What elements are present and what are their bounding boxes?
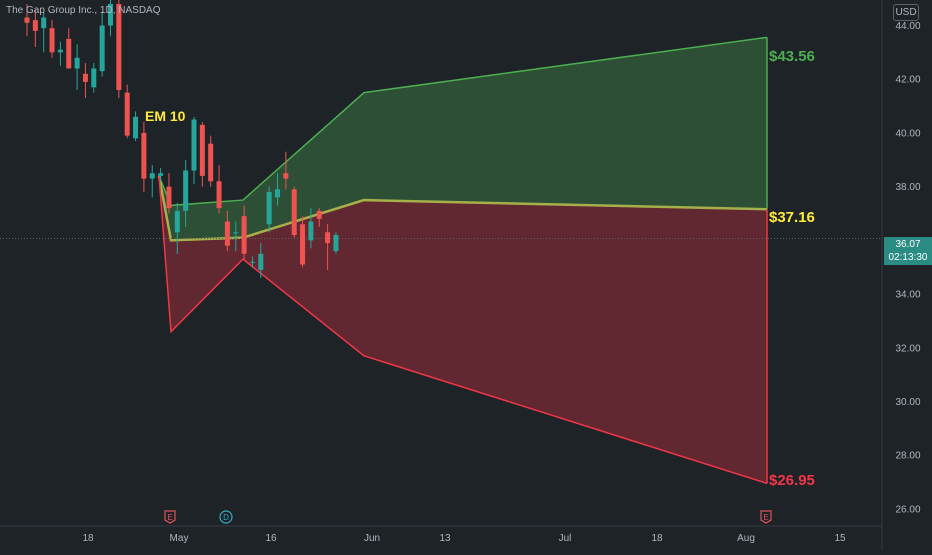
lower-bound-line [158,175,768,485]
earnings-icon [760,510,772,524]
candle-body [199,124,205,176]
mid-level-label: $37.16 [769,209,815,226]
candle-body [308,221,314,241]
candle-body [275,189,280,198]
event-marker-letter: D [223,513,229,522]
dividend-icon [219,510,233,524]
candle-body [283,173,289,179]
candle-body [82,73,88,82]
time-tick-label: 15 [834,533,846,544]
time-tick-label: Jun [364,533,380,544]
candle-body [233,232,239,234]
time-tick-label: Aug [737,533,755,544]
time-tick-label: 16 [265,533,277,544]
candle-body [291,189,297,235]
candle-body [74,57,80,69]
price-axis[interactable]: 44.0042.0040.0038.0036.0034.0032.0030.00… [881,0,932,550]
candle-body [208,143,214,182]
price-tick-label: 26.00 [895,504,920,515]
candle-body [216,181,222,209]
candle-body [258,253,264,270]
bar-countdown: 02:13:30 [888,252,928,263]
candle-body [300,224,306,265]
price-tick-label: 44.00 [895,21,920,32]
candle-body [316,210,322,219]
price-tick-label: 38.00 [895,182,920,193]
expected-move-zones [157,36,768,485]
candles [0,0,882,278]
candle-body [124,92,130,136]
price-tick-label: 40.00 [895,128,920,139]
candle-body [158,173,164,176]
candle-body [91,68,97,88]
candle-body [266,192,272,225]
candle-body [57,49,63,53]
candle-body [191,119,197,171]
candle-body [333,234,339,252]
time-tick-label: 18 [82,533,94,544]
price-tick-label: 32.00 [895,343,920,354]
candle-body [224,221,230,246]
candle-body [32,20,38,31]
event-marker-letter: E [763,513,768,522]
lower-level-label: $26.95 [769,472,815,489]
candle-body [241,216,247,254]
time-tick-label: 18 [651,533,663,544]
price-tick-label: 28.00 [895,451,920,462]
candle-body [149,173,155,179]
candle-body [49,28,55,53]
currency-button[interactable]: USD [893,4,919,21]
price-tick-label: 30.00 [895,397,920,408]
candle-body [133,116,139,139]
candle-body [325,232,331,244]
event-marker-letter: E [167,513,172,522]
earnings-icon [164,510,176,524]
last-price-tag: 36.07 02:13:30 [884,237,932,265]
candle-body [116,4,122,90]
candle-body [24,17,30,23]
time-axis[interactable]: 18 May 16 Jun 13 Jul 18 Aug 15 [0,525,882,544]
expected-move-label: EM 10 [145,108,186,124]
candle-body [166,186,172,209]
candle-body [108,4,113,26]
candle-body [66,38,72,69]
price-axis-bg [882,0,932,550]
candle-body [183,170,189,211]
symbol-title: The Gap Group Inc., 1D, NASDAQ [6,5,161,16]
candle-body [174,210,180,233]
candle-body [41,17,47,29]
price-tick-label: 34.00 [895,290,920,301]
candle-body [99,25,105,72]
candle-body [249,261,255,263]
time-tick-label: 13 [439,533,451,544]
time-tick-label: Jul [559,533,572,544]
price-tick-label: 42.00 [895,75,920,86]
lower-zone-fill [159,175,767,484]
upper-level-label: $43.56 [769,48,815,65]
last-price-value: 36.07 [895,239,921,250]
time-tick-label: May [170,533,189,544]
upper-zone-fill [159,37,767,241]
candle-body [141,132,147,179]
